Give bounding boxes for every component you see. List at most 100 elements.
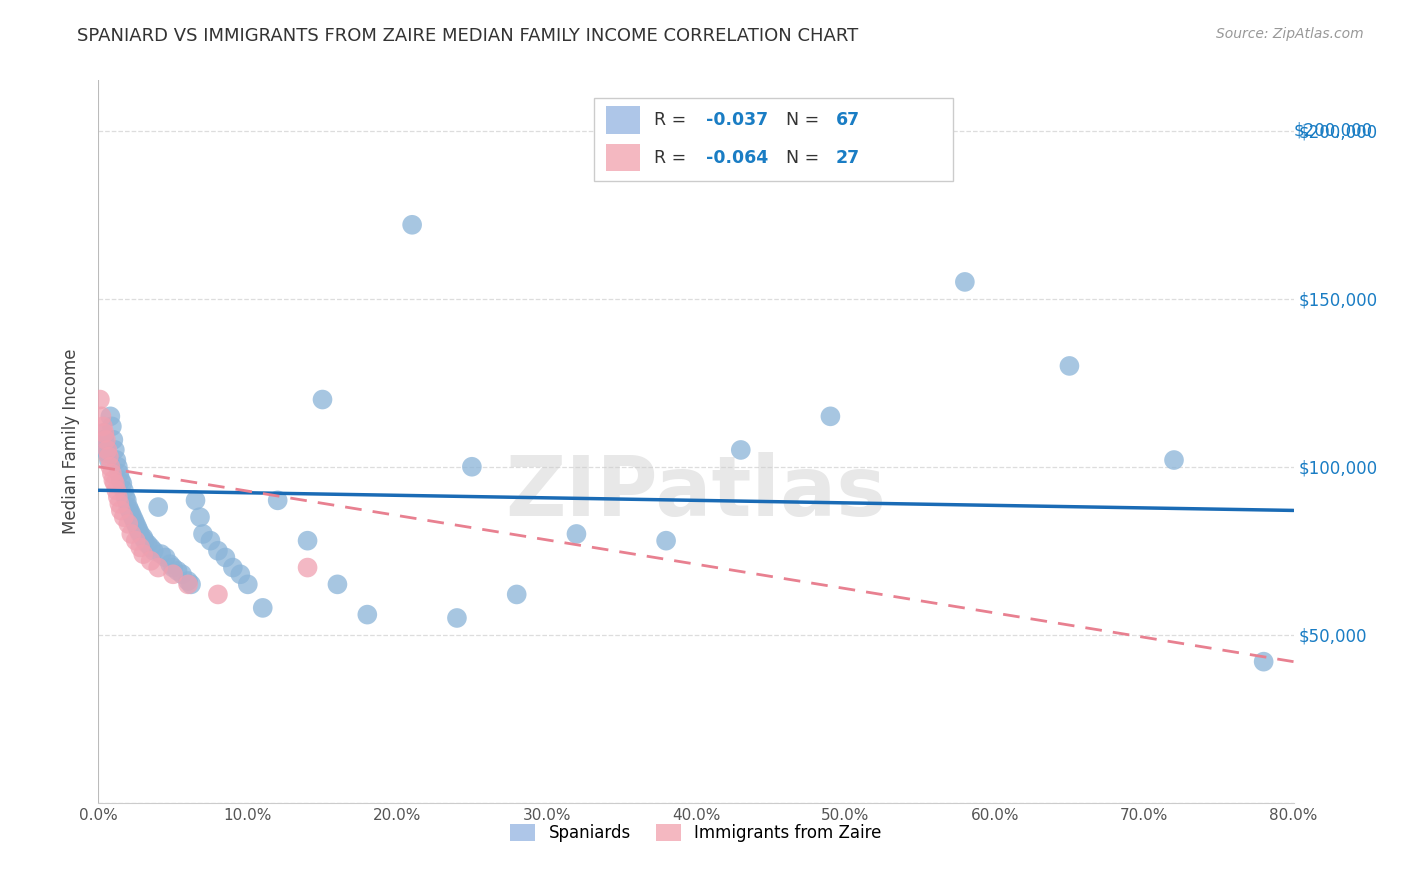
Point [90,409,112,424]
Point [177,577,200,591]
Text: Source: ZipAtlas.com: Source: ZipAtlas.com [1216,27,1364,41]
Point [953,275,976,289]
Point [89,392,111,407]
Point [129,527,152,541]
Point [207,543,229,558]
Point [820,409,842,424]
Point [125,533,148,548]
Point [117,500,139,514]
Point [107,490,129,504]
Point [311,392,333,407]
Point [229,567,252,582]
Point [356,607,378,622]
Point [111,476,134,491]
Point [150,547,173,561]
Point [207,587,229,601]
Point [112,483,135,498]
Point [297,533,319,548]
Point [118,503,141,517]
Point [730,442,752,457]
Point [120,507,142,521]
Text: 27: 27 [835,149,860,167]
Point [96,446,118,460]
Point [139,554,162,568]
FancyBboxPatch shape [606,144,640,171]
Point [120,527,142,541]
Point [104,442,127,457]
Point [252,600,274,615]
Point [97,453,120,467]
Point [96,442,118,457]
Point [166,564,188,578]
Point [184,493,207,508]
Point [162,560,184,574]
Point [655,533,678,548]
Point [236,577,259,591]
Point [129,541,152,555]
Point [112,510,135,524]
Point [155,550,177,565]
Point [172,567,194,582]
Point [148,500,170,514]
Point [177,574,200,588]
Point [103,473,125,487]
Point [132,547,155,561]
Point [108,497,131,511]
Point [159,558,181,572]
Point [326,577,349,591]
Point [127,520,149,534]
Point [188,510,211,524]
Point [94,433,117,447]
Point [94,440,117,454]
Point [98,459,122,474]
Point [136,537,159,551]
Point [134,533,156,548]
Text: R =: R = [654,111,692,129]
Text: 67: 67 [835,111,860,129]
Point [93,426,115,441]
Point [1059,359,1081,373]
Point [110,503,132,517]
FancyBboxPatch shape [606,106,640,134]
Point [180,577,202,591]
Point [506,587,529,601]
Legend: Spaniards, Immigrants from Zaire: Spaniards, Immigrants from Zaire [503,817,889,848]
Text: ZIPatlas: ZIPatlas [506,451,886,533]
Point [1253,655,1275,669]
Text: N =: N = [786,111,824,129]
Point [117,516,139,531]
Point [124,514,146,528]
Text: -0.064: -0.064 [706,149,768,167]
Y-axis label: Median Family Income: Median Family Income [62,349,80,534]
Point [114,490,136,504]
Point [101,419,124,434]
Point [115,493,138,508]
Point [461,459,484,474]
Point [107,459,129,474]
Point [105,483,128,498]
Point [91,419,114,434]
Point [297,560,319,574]
Point [93,433,115,447]
Point [565,527,588,541]
Point [142,543,165,558]
Point [98,409,122,424]
Point [148,560,170,574]
Point [125,516,148,531]
Point [132,530,155,544]
FancyBboxPatch shape [595,98,953,181]
Point [401,218,423,232]
Text: SPANIARD VS IMMIGRANTS FROM ZAIRE MEDIAN FAMILY INCOME CORRELATION CHART: SPANIARD VS IMMIGRANTS FROM ZAIRE MEDIAN… [77,27,859,45]
Text: $200,000: $200,000 [1294,121,1372,140]
Point [139,541,162,555]
Point [91,426,114,441]
Point [214,550,236,565]
Point [128,524,150,538]
Point [108,467,131,481]
Point [103,433,125,447]
Point [121,510,143,524]
Point [1163,453,1185,467]
Point [200,533,222,548]
Point [267,493,290,508]
Point [101,467,124,481]
